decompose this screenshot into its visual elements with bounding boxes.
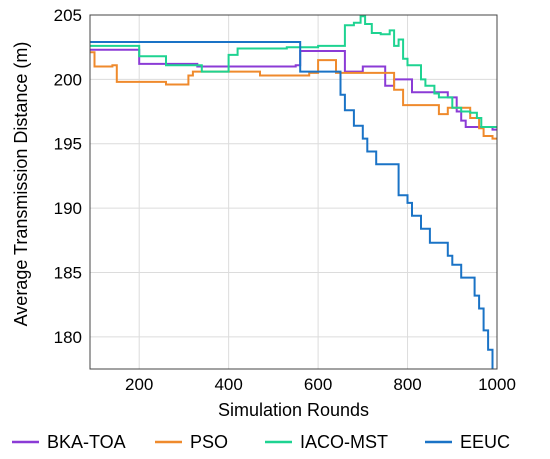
legend-label: IACO-MST <box>300 432 388 452</box>
legend-item: PSO <box>155 432 228 452</box>
x-tick-labels: 200 400 600 800 1000 <box>125 375 516 394</box>
legend-label: PSO <box>190 432 228 452</box>
x-axis-title: Simulation Rounds <box>218 400 369 420</box>
y-tick-label: 190 <box>54 199 82 218</box>
plot-frame <box>89 14 498 370</box>
x-tick-label: 800 <box>393 375 421 394</box>
y-tick-label: 205 <box>54 6 82 25</box>
legend-item: BKA-TOA <box>12 432 126 452</box>
y-tick-label: 195 <box>54 135 82 154</box>
series-line-iaco-mst <box>90 15 497 128</box>
series-line-eeuc <box>90 41 494 369</box>
legend: BKA-TOA PSO IACO-MST EEUC <box>12 432 510 452</box>
legend-item: EEUC <box>425 432 510 452</box>
x-tick-label: 200 <box>125 375 153 394</box>
legend-item: IACO-MST <box>265 432 388 452</box>
y-axis-title: Average Transmission Distance (m) <box>11 42 31 327</box>
series-line-bka-toa <box>90 48 497 131</box>
series-line-pso <box>90 51 497 140</box>
y-tick-label: 200 <box>54 70 82 89</box>
x-tick-label: 400 <box>214 375 242 394</box>
legend-label: EEUC <box>460 432 510 452</box>
y-tick-label: 180 <box>54 328 82 347</box>
x-tick-label: 1000 <box>478 375 516 394</box>
y-tick-labels: 180 185 190 195 200 205 <box>54 6 82 347</box>
grid <box>90 14 498 369</box>
series-lines <box>90 15 497 369</box>
x-tick-label: 600 <box>304 375 332 394</box>
legend-label: BKA-TOA <box>47 432 126 452</box>
y-tick-label: 185 <box>54 263 82 282</box>
